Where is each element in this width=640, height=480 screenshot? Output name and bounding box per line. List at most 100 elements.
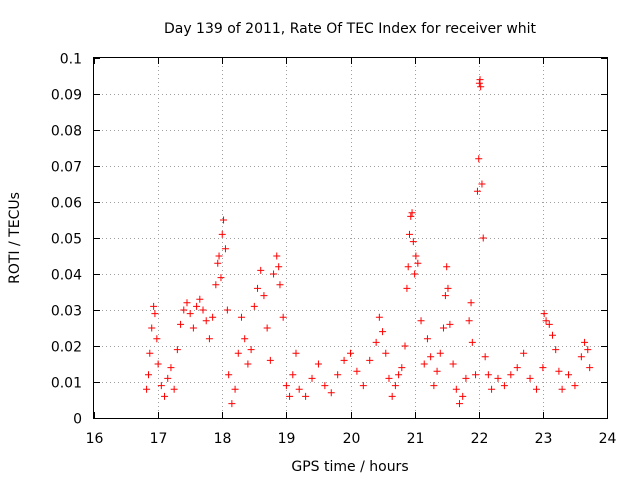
- data-point: [584, 346, 592, 354]
- data-point: [189, 324, 197, 332]
- data-point: [167, 364, 175, 372]
- data-point: [217, 274, 225, 282]
- y-tick-label: 0.02: [51, 340, 82, 356]
- data-point: [244, 360, 252, 368]
- data-point: [484, 371, 492, 379]
- data-point: [177, 320, 185, 328]
- data-point: [148, 324, 156, 332]
- data-point: [263, 324, 271, 332]
- data-point: [423, 335, 431, 343]
- data-point: [231, 385, 239, 393]
- data-point: [558, 385, 566, 393]
- data-point: [439, 324, 447, 332]
- data-point: [209, 313, 217, 321]
- data-point: [488, 385, 496, 393]
- y-tick-label: 0.1: [60, 52, 82, 68]
- data-point: [234, 349, 242, 357]
- data-point: [214, 259, 222, 267]
- data-point: [430, 382, 438, 390]
- data-point: [292, 349, 300, 357]
- data-point: [577, 353, 585, 361]
- data-point: [526, 374, 534, 382]
- data-point: [154, 360, 162, 368]
- data-point: [465, 317, 473, 325]
- data-point: [183, 299, 191, 307]
- data-point: [494, 374, 502, 382]
- x-tick-label: 16: [86, 431, 104, 447]
- data-point: [475, 79, 483, 87]
- data-point: [395, 371, 403, 379]
- data-point: [180, 306, 188, 314]
- data-point: [456, 400, 464, 408]
- data-point: [145, 371, 153, 379]
- data-point: [327, 389, 335, 397]
- x-tick-label: 21: [407, 431, 425, 447]
- data-point: [414, 259, 422, 267]
- data-point: [467, 299, 475, 307]
- data-point: [545, 320, 553, 328]
- data-point: [586, 364, 594, 372]
- x-tick-label: 18: [214, 431, 232, 447]
- data-point: [353, 367, 361, 375]
- data-point: [308, 374, 316, 382]
- data-point: [462, 374, 470, 382]
- data-point: [164, 374, 172, 382]
- data-point: [193, 302, 201, 310]
- data-point: [500, 382, 508, 390]
- y-tick-label: 0: [73, 412, 82, 428]
- data-point: [379, 328, 387, 336]
- data-point: [275, 263, 283, 271]
- data-point: [441, 292, 449, 300]
- y-axis-label: ROTI / TECUs: [7, 192, 23, 284]
- data-point: [257, 266, 265, 274]
- y-tick-label: 0.07: [51, 160, 82, 176]
- x-tick-label: 22: [471, 431, 489, 447]
- data-point: [221, 245, 229, 253]
- data-point: [552, 346, 560, 354]
- data-point: [289, 371, 297, 379]
- data-point: [173, 346, 181, 354]
- data-point: [250, 302, 258, 310]
- y-tick-label: 0.06: [51, 196, 82, 212]
- data-point: [452, 385, 460, 393]
- data-point: [407, 212, 415, 220]
- data-point: [409, 238, 417, 246]
- data-point: [548, 331, 556, 339]
- data-point: [302, 392, 310, 400]
- data-point: [237, 313, 245, 321]
- y-tick-label: 0.01: [51, 376, 82, 392]
- data-point: [479, 234, 487, 242]
- data-point: [218, 230, 226, 238]
- data-point: [405, 230, 413, 238]
- data-point: [513, 364, 521, 372]
- data-point: [401, 342, 409, 350]
- data-point: [270, 270, 278, 278]
- data-point: [202, 317, 210, 325]
- data-point: [398, 364, 406, 372]
- data-point: [404, 263, 412, 271]
- data-point: [321, 382, 329, 390]
- data-point: [266, 356, 274, 364]
- data-point: [507, 371, 515, 379]
- plot-frame: [93, 57, 608, 419]
- data-point: [539, 364, 547, 372]
- data-point: [150, 302, 158, 310]
- data-point: [286, 392, 294, 400]
- data-point: [436, 349, 444, 357]
- data-point: [473, 187, 481, 195]
- data-point: [273, 252, 281, 260]
- data-point: [481, 353, 489, 361]
- data-point: [215, 252, 223, 260]
- data-point: [446, 320, 454, 328]
- x-tick-label: 19: [278, 431, 296, 447]
- data-point: [314, 360, 322, 368]
- data-point: [279, 313, 287, 321]
- x-tick-label: 20: [343, 431, 361, 447]
- y-tick-label: 0.03: [51, 304, 82, 320]
- data-point: [366, 356, 374, 364]
- data-point: [170, 385, 178, 393]
- data-point: [254, 284, 262, 292]
- data-point: [540, 310, 548, 318]
- tick-labels: 16 17 18 19 20 21 22 23 24 0 0.01 0.02 0.03 0.04 0.05 0…: [51, 52, 617, 448]
- data-point: [382, 349, 390, 357]
